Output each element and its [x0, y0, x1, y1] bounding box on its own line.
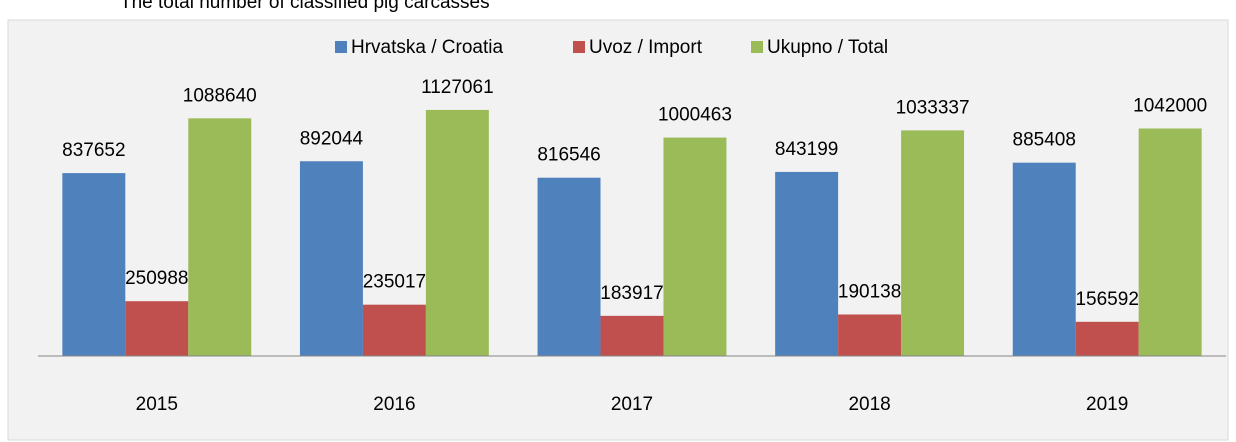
- legend-swatch: [573, 41, 585, 53]
- value-label: 1033337: [896, 97, 970, 118]
- value-label: 885408: [1013, 130, 1076, 151]
- bar: [125, 301, 189, 356]
- x-tick-label: 2019: [1086, 394, 1128, 415]
- legend-swatch: [335, 41, 347, 53]
- value-label: 843199: [775, 139, 838, 160]
- bar: [362, 304, 426, 356]
- chart-title: The total number of classified pig carca…: [120, 0, 490, 13]
- value-label: 1042000: [1133, 96, 1207, 117]
- bar: [1075, 321, 1139, 356]
- x-tick-label: 2017: [611, 394, 653, 415]
- bar: [1138, 128, 1202, 356]
- value-label: 235017: [363, 272, 426, 293]
- value-label: 1127061: [421, 77, 494, 98]
- bar: [425, 109, 489, 356]
- bar: [775, 171, 839, 356]
- bar: [901, 130, 965, 356]
- bar: [1012, 162, 1076, 356]
- bar: [600, 315, 664, 356]
- legend-label: Uvoz / Import: [589, 37, 703, 58]
- bar: [663, 137, 727, 356]
- x-tick-label: 2015: [136, 394, 178, 415]
- value-label: 190138: [838, 282, 901, 303]
- value-label: 1088640: [183, 85, 257, 106]
- bar: [537, 177, 601, 356]
- x-tick-label: 2016: [373, 394, 415, 415]
- value-label: 156592: [1075, 289, 1138, 310]
- x-tick-label: 2018: [848, 394, 890, 415]
- legend-swatch: [751, 41, 763, 53]
- bar: [838, 314, 902, 356]
- value-label: 183917: [600, 283, 663, 304]
- value-label: 250988: [125, 268, 188, 289]
- legend-label: Ukupno / Total: [767, 37, 888, 58]
- value-label: 837652: [62, 140, 125, 161]
- legend-label: Hrvatska / Croatia: [351, 37, 503, 58]
- value-label: 892044: [300, 128, 364, 149]
- bar: [299, 161, 363, 356]
- bar: [188, 118, 252, 356]
- bar: [62, 173, 126, 356]
- value-label: 1000463: [658, 105, 732, 126]
- value-label: 816546: [537, 145, 600, 166]
